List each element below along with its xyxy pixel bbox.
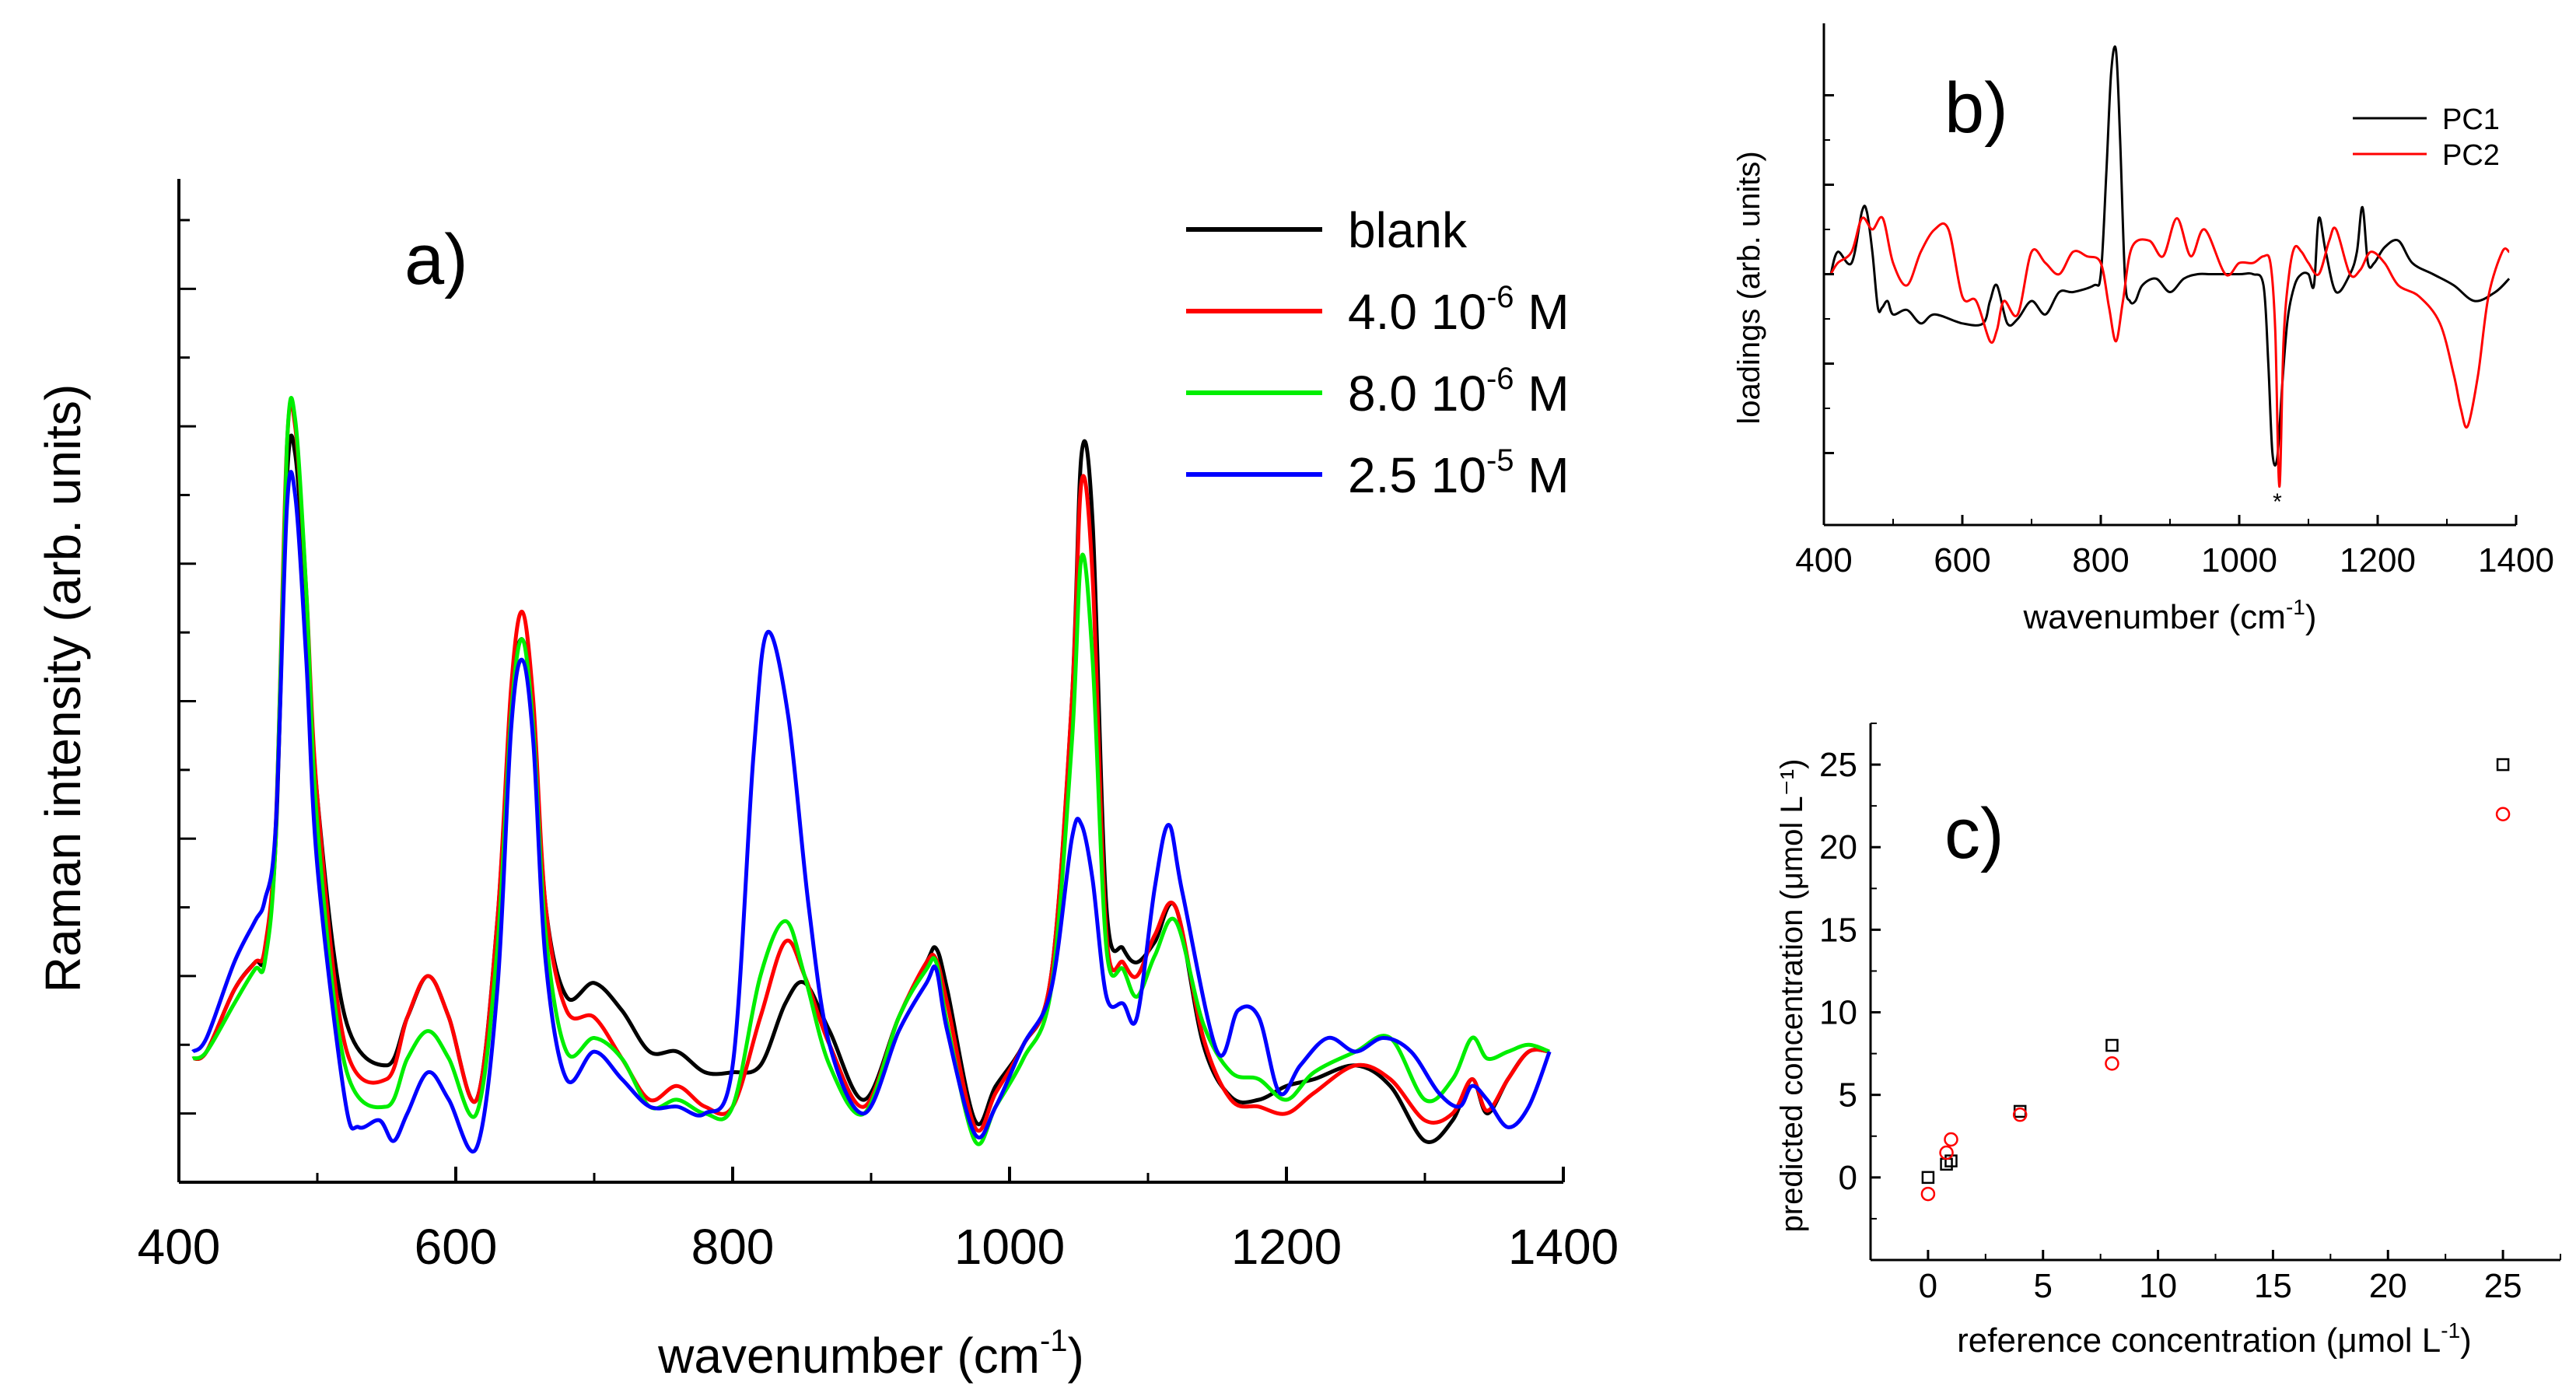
panel-a-legend-entry-1: blank <box>1348 202 1468 258</box>
panel-c-point-square-5 <box>2105 1038 2119 1052</box>
panel-a-series-group <box>191 396 1552 1153</box>
legend-text-main: blank <box>1348 202 1468 258</box>
panel-b-x-tick-label-1400: 1400 <box>2478 541 2554 579</box>
panel-c-x-axis-label-unit: mol L <box>2357 1321 2441 1360</box>
panel-b-legend-entry-pc2: PC2 <box>2442 139 2500 172</box>
legend-text-end: M <box>1514 447 1570 503</box>
panel-c-x-axis-label-mu: μ <box>2337 1321 2357 1360</box>
panel-a-x-axis-label: wavenumber (cm-1) <box>657 1324 1084 1384</box>
panel-c-x-axis-label-main: reference concentration ( <box>1957 1321 2338 1360</box>
panel-a-x-tick-label-1200: 1200 <box>1231 1219 1342 1275</box>
panel-c-point-square-6 <box>2496 758 2510 772</box>
panel-a-series-4-0-10-6-m <box>191 401 1550 1133</box>
panel-a-series-2-5-10-5-m <box>191 470 1552 1153</box>
panel-c-point-circle-2 <box>1939 1145 1954 1160</box>
panel-a-series-blank <box>191 433 1550 1144</box>
panel-b-x-tick-label-600: 600 <box>1934 541 1990 579</box>
legend-text-main: 8.0 10 <box>1348 366 1486 422</box>
panel-c-y-axis-label: predicted concentration (μmol L⁻¹) <box>1775 759 1809 1233</box>
panel-a-legend-entry-2: 4.0 10-6 M <box>1348 280 1570 340</box>
panel-b-x-axis-label: wavenumber (cm-1) <box>2023 595 2317 636</box>
panel-c-x-tick-label-5: 5 <box>2034 1267 2053 1305</box>
panel-b-peak-asterisk: * <box>2273 489 2282 515</box>
panel-a-x-tick-label-800: 800 <box>691 1219 775 1275</box>
panel-c-x-tick-label-15: 15 <box>2254 1267 2292 1305</box>
panel-c-x-tick-label-25: 25 <box>2484 1267 2522 1305</box>
panel-c-y-tick-label-0: 0 <box>1839 1159 1857 1197</box>
panel-a-x-tick-label-1400: 1400 <box>1508 1219 1619 1275</box>
panel-a-series-8-0-10-6-m <box>191 396 1551 1146</box>
panel-b-series-group <box>1829 45 2511 488</box>
panel-b-x-tick-label-400: 400 <box>1795 541 1852 579</box>
legend-text-sup: -5 <box>1486 443 1514 478</box>
panel-a-x-tick-label-600: 600 <box>415 1219 498 1275</box>
panel-c-y-tick-label-20: 20 <box>1819 828 1857 866</box>
panel-c-y-tick-label-5: 5 <box>1839 1076 1857 1115</box>
panel-a-x-axis-label-sup: -1 <box>1040 1324 1068 1358</box>
panel-c-points-group <box>1920 758 2511 1202</box>
panel-a-x-axis-label-main: wavenumber (cm <box>657 1328 1040 1384</box>
panel-c-x-axis-label-sup: -1 <box>2441 1318 2460 1342</box>
legend-text-sup: -6 <box>1486 280 1514 314</box>
panel-b-x-tick-label-1200: 1200 <box>2340 541 2416 579</box>
panel-c-label: c) <box>1944 794 2004 873</box>
legend-text-end: M <box>1514 284 1570 340</box>
panel-c-ticks: 0 5 10 15 20 25 0 5 10 15 20 25 <box>1819 723 2561 1305</box>
panel-c-point-circle-3 <box>1944 1132 1958 1147</box>
panel-b-x-tick-label-800: 800 <box>2072 541 2129 579</box>
panel-b-pca-loadings: 400 600 800 1000 1200 1400 b) loadings (arb. … <box>1732 23 2554 636</box>
panel-a-y-axis-label: Raman intensity (arb. units) <box>35 384 91 993</box>
panel-c-x-axis-label: reference concentration (μmol L-1) <box>1957 1318 2472 1360</box>
panel-b-y-axis-label: loadings (arb. units) <box>1732 151 1766 424</box>
panel-c-prediction-scatter: 0 5 10 15 20 25 0 5 10 15 20 25 c) predicted concen… <box>1775 723 2561 1360</box>
panel-b-x-axis-label-end: ) <box>2305 598 2317 636</box>
panel-a-x-tick-label-1000: 1000 <box>954 1219 1065 1275</box>
panel-c-x-tick-label-10: 10 <box>2139 1267 2177 1305</box>
panel-c-point-square-1 <box>1921 1171 1935 1185</box>
legend-text-main: 2.5 10 <box>1348 447 1486 503</box>
panel-a-x-axis-label-end: ) <box>1068 1328 1084 1384</box>
panel-b-series-pc1 <box>1829 45 2511 467</box>
panel-b-x-axis-label-main: wavenumber (cm <box>2023 598 2286 636</box>
panel-c-point-circle-4 <box>2012 1107 2028 1122</box>
panel-c-y-tick-label-15: 15 <box>1819 911 1857 949</box>
panel-a-legend-entry-3: 8.0 10-6 M <box>1348 362 1570 422</box>
panel-b-x-tick-label-1000: 1000 <box>2201 541 2277 579</box>
legend-text-sup: -6 <box>1486 362 1514 396</box>
panel-c-point-circle-1 <box>1920 1186 1936 1202</box>
panel-a-ticks: 400 600 800 1000 1200 1400 <box>138 219 1619 1275</box>
panel-c-point-circle-6 <box>2495 807 2511 822</box>
panel-b-legend-entry-pc1: PC1 <box>2442 103 2500 136</box>
panel-c-y-tick-label-25: 25 <box>1819 746 1857 784</box>
panel-b-label: b) <box>1944 68 2008 148</box>
panel-c-x-tick-label-20: 20 <box>2369 1267 2407 1305</box>
panel-a-legend-entry-4: 2.5 10-5 M <box>1348 443 1570 503</box>
panel-a-x-tick-label-400: 400 <box>138 1219 221 1275</box>
panel-b-x-axis-label-sup: -1 <box>2286 595 2305 619</box>
panel-c-point-circle-5 <box>2105 1056 2119 1071</box>
legend-text-end: M <box>1514 366 1570 422</box>
panel-c-y-tick-label-10: 10 <box>1819 994 1857 1032</box>
panel-c-x-axis-label-end: ) <box>2460 1321 2472 1360</box>
panel-c-x-tick-label-0: 0 <box>1919 1267 1937 1305</box>
panel-b-series-pc2 <box>1829 215 2510 488</box>
panel-a-label: a) <box>404 220 468 299</box>
panel-a-raman-spectra: 400 600 800 1000 1200 1400 a) Raman intensity… <box>35 179 1619 1384</box>
panel-b-ticks: 400 600 800 1000 1200 1400 <box>1795 94 2554 579</box>
legend-text-main: 4.0 10 <box>1348 284 1486 340</box>
